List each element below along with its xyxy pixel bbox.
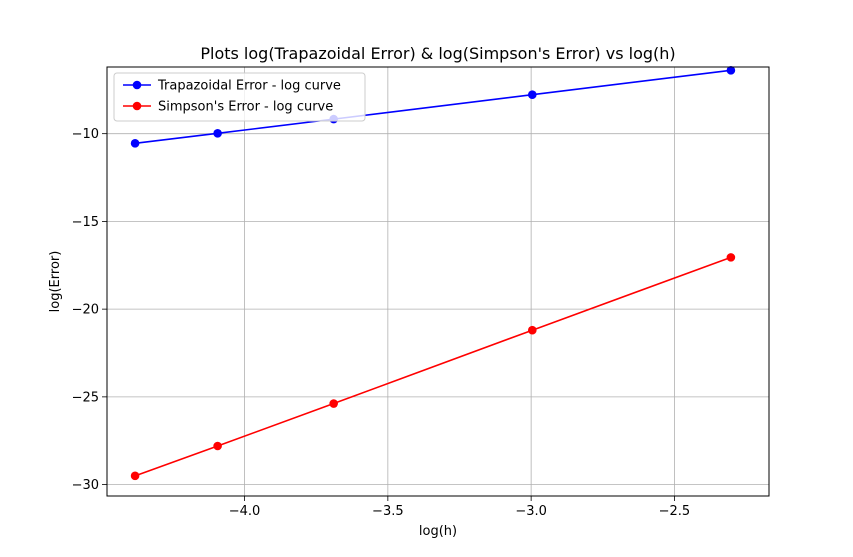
legend-label-1: Simpson's Error - log curve [158, 100, 333, 115]
x-tick-label: −3.0 [515, 504, 547, 519]
y-tick-label: −30 [72, 478, 99, 493]
legend-marker-0 [132, 80, 142, 90]
chart-title: Plots log(Trapazoidal Error) & log(Simps… [200, 44, 675, 63]
x-axis-ticks: −4.0 −3.5 −3.0 −2.5 [229, 496, 690, 519]
y-tick-label: −20 [72, 303, 99, 318]
x-tick-label: −4.0 [229, 504, 261, 519]
data-point-1-2 [329, 399, 338, 408]
x-axis-label: log(h) [419, 524, 457, 539]
x-tick-label: −3.5 [372, 504, 404, 519]
data-point-0-0 [130, 139, 140, 148]
data-point-1-0 [130, 471, 140, 481]
data-point-1-3 [527, 325, 537, 335]
x-tick-label: −2.5 [659, 504, 691, 519]
data-point-0-3 [527, 90, 537, 100]
legend-marker-1 [132, 101, 142, 111]
plot-frame [106, 66, 770, 497]
y-tick-label: −25 [72, 390, 99, 405]
legend-box [113, 72, 366, 122]
y-axis-ticks: −30 −25 −20 −15 −10 [72, 127, 107, 493]
data-point-0-4 [726, 66, 736, 75]
data-point-1-1 [213, 441, 222, 451]
legend: Trapazoidal Error - log curve Simpson's E… [113, 72, 366, 122]
data-point-1-4 [726, 253, 736, 262]
y-axis-label: log(Error) [48, 251, 63, 313]
data-point-0-1 [213, 129, 222, 138]
y-tick-label: −15 [72, 215, 99, 230]
y-tick-label: −10 [72, 127, 99, 142]
legend-label-0: Trapazoidal Error - log curve [157, 79, 341, 94]
